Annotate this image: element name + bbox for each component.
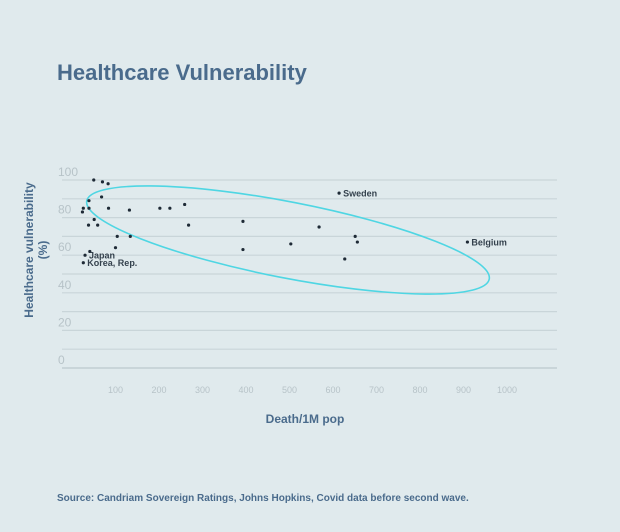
x-tick-label: 300 xyxy=(195,385,210,395)
x-axis-label: Death/1M pop xyxy=(265,412,345,426)
data-point xyxy=(92,178,96,182)
y-tick-label: 80 xyxy=(58,203,72,217)
x-tick-label: 600 xyxy=(325,385,340,395)
data-point xyxy=(113,246,118,250)
x-tick-label: 500 xyxy=(282,385,297,395)
data-point xyxy=(81,261,85,265)
data-point xyxy=(353,234,357,238)
data-point xyxy=(87,206,91,210)
y-axis-label: Healthcare vulnerability (%) xyxy=(22,182,50,318)
data-point xyxy=(83,253,87,257)
data-point xyxy=(465,240,470,244)
point-label: Belgium xyxy=(471,238,507,248)
y-tick-label: 40 xyxy=(58,278,72,292)
data-point xyxy=(168,206,172,210)
data-point xyxy=(106,206,111,210)
y-tick-label: 20 xyxy=(58,315,72,329)
data-point xyxy=(186,223,191,227)
cluster-ellipse xyxy=(85,185,491,295)
data-point xyxy=(317,225,321,229)
data-point xyxy=(96,223,100,227)
data-point xyxy=(100,180,105,184)
data-point xyxy=(289,242,293,246)
data-point xyxy=(80,210,85,214)
data-point xyxy=(88,249,92,254)
x-tick-label: 900 xyxy=(456,385,471,395)
x-tick-label: 800 xyxy=(412,385,427,395)
x-tick-label: 200 xyxy=(151,385,166,395)
data-point xyxy=(115,234,119,238)
data-point xyxy=(241,247,245,252)
point-label: Sweden xyxy=(343,189,377,199)
x-tick-label: 100 xyxy=(108,385,123,395)
x-tick-label: 700 xyxy=(369,385,384,395)
y-tick-label: 60 xyxy=(58,240,72,254)
data-point xyxy=(183,202,187,207)
x-tick-label: 400 xyxy=(238,385,253,395)
y-tick-label: 100 xyxy=(58,165,78,179)
data-point xyxy=(87,199,91,203)
chart-title: Healthcare Vulnerability xyxy=(57,60,307,85)
data-point xyxy=(337,191,341,195)
data-point xyxy=(241,219,245,223)
data-point xyxy=(158,206,162,210)
source-note: Source: Candriam Sovereign Ratings, John… xyxy=(57,493,469,504)
data-point xyxy=(343,257,347,261)
data-point xyxy=(99,195,104,199)
point-label: Korea, Rep. xyxy=(87,258,137,268)
x-axis-label-row: Death/1M pop xyxy=(0,412,620,426)
data-point xyxy=(106,182,110,186)
data-point xyxy=(92,217,96,222)
x-tick-label: 1000 xyxy=(497,385,517,395)
point-label: Japan xyxy=(89,251,115,261)
data-point xyxy=(355,240,359,244)
data-point xyxy=(127,208,132,212)
data-point xyxy=(86,223,91,227)
y-tick-label: 0 xyxy=(58,353,65,367)
data-point xyxy=(81,206,85,210)
data-point xyxy=(128,234,132,238)
